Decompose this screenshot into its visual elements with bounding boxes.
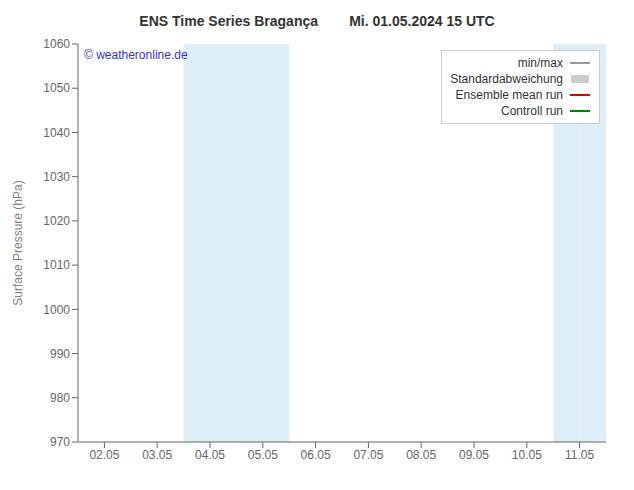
- svg-text:1050: 1050: [43, 81, 70, 95]
- html-text:© weatheronline.de: © weatheronline.de: [84, 48, 188, 62]
- svg-text:1040: 1040: [43, 126, 70, 140]
- svg-text:05.05: 05.05: [248, 448, 278, 462]
- svg-text:03.05: 03.05: [142, 448, 172, 462]
- svg-text:970: 970: [50, 435, 70, 449]
- svg-text:990: 990: [50, 347, 70, 361]
- svg-text:1030: 1030: [43, 170, 70, 184]
- svg-text:1000: 1000: [43, 303, 70, 317]
- html-text:Ensemble mean run: Ensemble mean run: [455, 88, 563, 102]
- html-text:Standardabweichung: Standardabweichung: [450, 72, 563, 86]
- svg-text:980: 980: [50, 391, 70, 405]
- svg-text:1020: 1020: [43, 214, 70, 228]
- svg-text:1010: 1010: [43, 258, 70, 272]
- svg-text:06.05: 06.05: [301, 448, 331, 462]
- svg-text:04.05: 04.05: [195, 448, 225, 462]
- svg-text:07.05: 07.05: [353, 448, 383, 462]
- svg-text:11.05: 11.05: [565, 448, 594, 462]
- svg-text:Surface Pressure (hPa): Surface Pressure (hPa): [11, 180, 25, 305]
- svg-text:10.05: 10.05: [512, 448, 542, 462]
- svg-text:02.05: 02.05: [89, 448, 119, 462]
- svg-text:1060: 1060: [43, 37, 70, 51]
- svg-text:08.05: 08.05: [406, 448, 436, 462]
- html-text:ENS Time Series Bragança Mi. 0: ENS Time Series Bragança Mi. 01.05.2024 …: [139, 13, 495, 29]
- html-text:min/max: min/max: [517, 56, 563, 70]
- svg-text:09.05: 09.05: [459, 448, 489, 462]
- html-text:Controll run: Controll run: [501, 104, 563, 118]
